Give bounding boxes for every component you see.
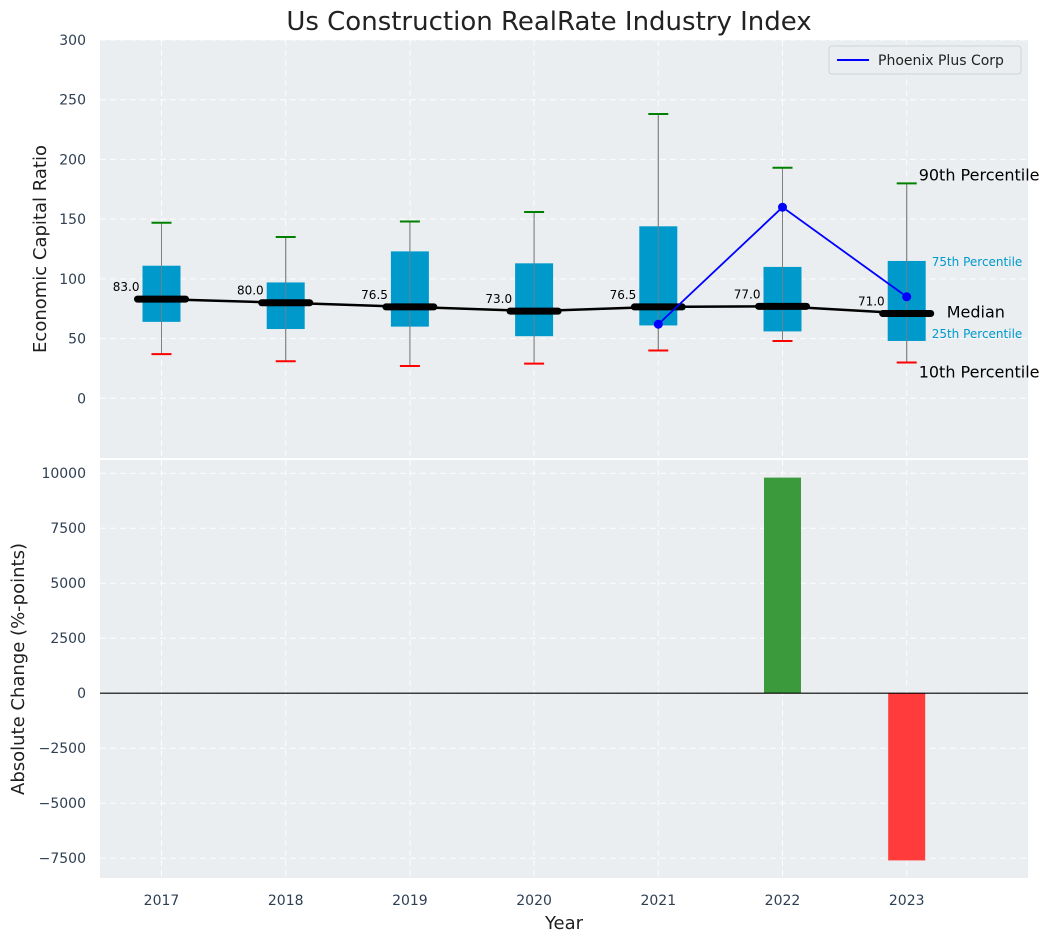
bottom-y-tick-label: −5000 xyxy=(39,796,86,812)
top-plot-area xyxy=(100,40,1028,458)
median-value-label: 71.0 xyxy=(858,294,885,308)
median-value-label: 83.0 xyxy=(113,280,140,294)
bottom-y-tick-label: 5000 xyxy=(50,576,86,592)
annotation-median: Median xyxy=(947,302,1005,321)
top-y-tick-label: 250 xyxy=(59,93,86,109)
bottom-y-tick-label: 7500 xyxy=(50,521,86,537)
bottom-panel: −7500 −5000 −2500 0 2500 5000 7500 10000 2017 20… xyxy=(8,460,1028,934)
bottom-y-tick-label: 10000 xyxy=(41,466,86,482)
change-bar xyxy=(888,693,926,861)
x-tick-label: 2022 xyxy=(765,893,801,909)
change-bar xyxy=(764,477,801,694)
legend-label: Phoenix Plus Corp xyxy=(878,53,1004,69)
x-tick-label: 2019 xyxy=(392,893,428,909)
x-tick-label: 2023 xyxy=(889,893,925,909)
x-tick-label: 2018 xyxy=(268,893,304,909)
series-point xyxy=(778,202,787,212)
top-y-tick-label: 100 xyxy=(59,272,86,288)
median-value-label: 76.5 xyxy=(610,288,637,302)
top-panel: 0 50 100 150 200 250 300 83.0 80.0 76.5 73.0 76.5 7… xyxy=(30,33,1039,458)
top-y-tick-label: 300 xyxy=(59,33,86,49)
bottom-y-tick-label: 2500 xyxy=(50,631,86,647)
legend: Phoenix Plus Corp xyxy=(828,45,1022,75)
legend-box xyxy=(828,45,1022,75)
annotation-p75: 75th Percentile xyxy=(932,255,1023,269)
annotation-p90: 90th Percentile xyxy=(919,165,1040,184)
top-y-tick-label: 150 xyxy=(59,212,86,228)
median-value-label: 76.5 xyxy=(361,288,388,302)
chart-title: Us Construction RealRate Industry Index xyxy=(286,7,811,37)
top-y-tick-label: 200 xyxy=(59,152,86,168)
median-value-label: 73.0 xyxy=(485,292,512,306)
top-y-tick-label: 0 xyxy=(77,391,86,407)
top-y-tick-label: 50 xyxy=(68,332,86,348)
annotation-p10: 10th Percentile xyxy=(919,362,1040,381)
median-value-label: 77.0 xyxy=(734,287,761,301)
annotation-p25: 25th Percentile xyxy=(932,327,1023,341)
series-point xyxy=(653,319,663,329)
x-tick-label: 2020 xyxy=(516,893,552,909)
bottom-y-axis-label: Absolute Change (%-points) xyxy=(8,543,29,795)
series-point xyxy=(902,292,912,302)
bottom-y-tick-label: −2500 xyxy=(39,741,86,757)
x-tick-label: 2017 xyxy=(144,893,180,909)
bottom-y-tick-label: −7500 xyxy=(39,851,86,867)
top-y-axis-label: Economic Capital Ratio xyxy=(30,145,51,353)
x-tick-label: 2021 xyxy=(640,893,676,909)
bottom-plot-area xyxy=(100,460,1028,878)
median-value-label: 80.0 xyxy=(237,284,264,298)
x-axis-label: Year xyxy=(544,913,584,934)
bottom-y-tick-label: 0 xyxy=(77,686,86,702)
